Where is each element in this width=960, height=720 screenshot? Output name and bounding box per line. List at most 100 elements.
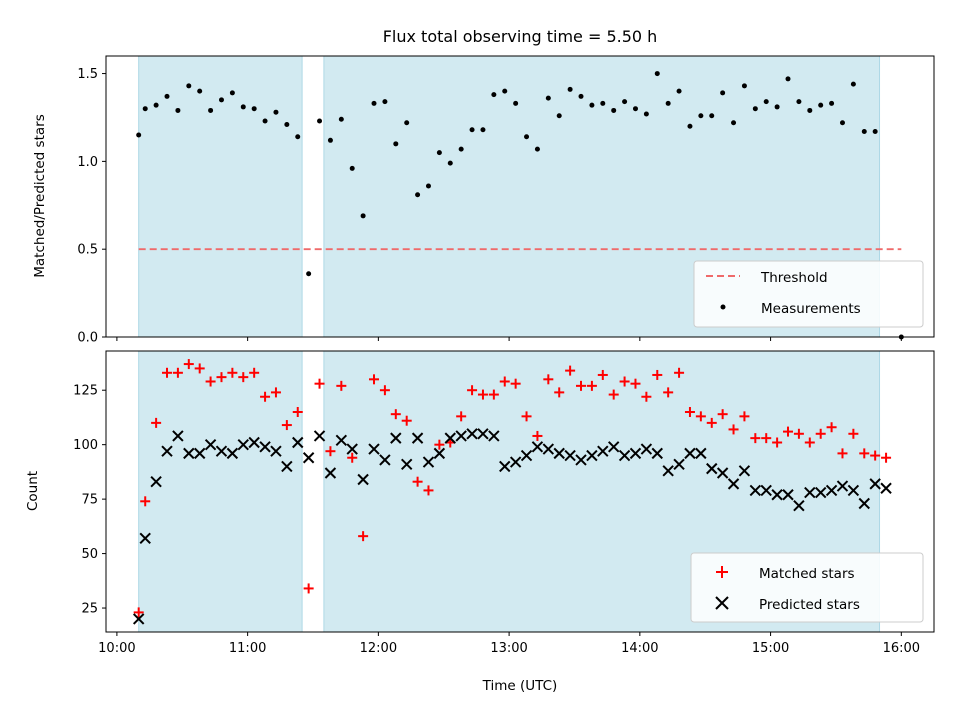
measurement-point — [818, 102, 824, 108]
measurement-point — [774, 104, 780, 110]
matched-star-point — [133, 607, 144, 618]
measurement-point — [186, 83, 192, 89]
matched-star-point — [663, 387, 674, 398]
predicted-star-point — [215, 445, 228, 457]
predicted-star-point — [575, 454, 587, 466]
matched-star-point — [804, 437, 815, 448]
matched-star-point — [347, 452, 358, 463]
matched-star-point — [684, 406, 695, 417]
measurement-point — [611, 107, 617, 113]
predicted-star-point — [172, 430, 184, 442]
legend-predicted-label: Predicted stars — [759, 597, 860, 613]
measurement-point — [513, 100, 519, 106]
predicted-star-point — [204, 438, 217, 451]
measurement-point — [502, 88, 508, 94]
predicted-star-point — [640, 443, 653, 455]
predicted-star-point — [139, 532, 151, 545]
measurement-point — [687, 123, 693, 129]
matched-star-point — [270, 387, 281, 398]
legend-matched-swatch — [716, 566, 728, 578]
measurement-point — [534, 146, 540, 152]
matched-star-point — [565, 365, 576, 376]
predicted-star-point — [400, 458, 413, 470]
predicted-star-point — [520, 449, 533, 462]
matched-star-point — [325, 446, 336, 457]
predicted-star-point — [858, 497, 870, 510]
matched-star-point — [783, 426, 794, 437]
y-tick-label: 100 — [73, 438, 98, 453]
matched-star-point — [619, 376, 630, 387]
top-legend-box — [693, 260, 924, 328]
predicted-star-point — [390, 432, 402, 444]
measurement-point — [317, 118, 323, 124]
measurement-point — [785, 76, 791, 82]
matched-star-point — [140, 496, 151, 507]
measurement-point — [469, 127, 475, 133]
legend-matched-label: Matched stars — [759, 566, 855, 582]
measurement-point — [578, 93, 584, 99]
measurement-point — [709, 113, 715, 119]
matched-star-point — [554, 387, 565, 398]
matched-star-point — [401, 415, 412, 426]
measurement-point — [752, 106, 758, 112]
bottom-axes-frame — [105, 350, 935, 633]
predicted-star-point — [433, 447, 446, 460]
bottom-x-axis-ticks: 10:00 11:00 12:00 13:00 14:00 15:00 16:00 — [98, 632, 920, 656]
measurement-point — [654, 71, 660, 77]
chart-title: Flux total observing time = 5.50 h — [383, 27, 658, 46]
measurement-point — [197, 88, 203, 94]
y-tick-label: 125 — [73, 384, 98, 399]
predicted-star-point — [324, 467, 337, 479]
measurement-point — [632, 106, 638, 112]
matched-star-point — [183, 359, 194, 370]
measurement-point — [136, 132, 142, 138]
matched-star-point — [467, 385, 478, 396]
predicted-star-point — [161, 445, 173, 457]
predicted-star-point — [869, 478, 881, 490]
count-panel: 25 50 75 100 125 10:00 11:00 12:00 13:00 14:00 15… — [25, 350, 935, 694]
predicted-star-point — [302, 452, 315, 464]
predicted-star-point — [531, 441, 544, 453]
y-tick-label: 0.0 — [77, 331, 98, 346]
matched-star-point — [652, 369, 663, 380]
measurement-point — [763, 99, 769, 105]
matched-star-point — [739, 411, 750, 422]
predicted-star-point — [226, 447, 239, 460]
predicted-star-point — [597, 445, 609, 457]
predicted-star-point — [607, 441, 620, 453]
measurement-point — [360, 213, 366, 219]
measurement-point — [273, 109, 279, 115]
predicted-star-point — [499, 460, 511, 473]
matched-star-point — [379, 385, 390, 396]
predicted-star-point — [368, 443, 380, 455]
predicted-star-point — [259, 441, 271, 453]
observing-interval-1 — [138, 350, 303, 633]
matched-star-point — [456, 411, 467, 422]
matched-star-point — [336, 380, 347, 391]
y-tick-label: 1.0 — [77, 155, 98, 170]
measurement-point — [665, 100, 671, 106]
matched-star-point — [412, 476, 423, 487]
matched-star-point — [815, 428, 826, 439]
predicted-star-point — [281, 460, 293, 473]
count-points — [132, 359, 892, 625]
y-tick-label: 75 — [81, 493, 98, 508]
matched-star-point — [423, 485, 434, 496]
measurement-point — [720, 90, 726, 96]
predicted-star-point — [804, 486, 816, 499]
measurement-point — [622, 99, 628, 105]
measurement-point — [643, 111, 649, 117]
predicted-star-point — [132, 613, 145, 625]
matched-star-point — [151, 417, 162, 428]
measurement-point — [458, 146, 464, 152]
matched-star-point — [194, 363, 205, 374]
predicted-star-point — [292, 436, 304, 449]
x-tick-label: 16:00 — [883, 641, 920, 656]
predicted-star-point — [422, 456, 435, 468]
x-tick-label: 14:00 — [621, 641, 658, 656]
measurement-point — [850, 81, 856, 87]
predicted-star-point — [618, 449, 631, 462]
top-y-axis-ticks: 0.0 0.5 1.0 1.5 — [77, 67, 106, 346]
matched-star-point — [717, 409, 728, 420]
